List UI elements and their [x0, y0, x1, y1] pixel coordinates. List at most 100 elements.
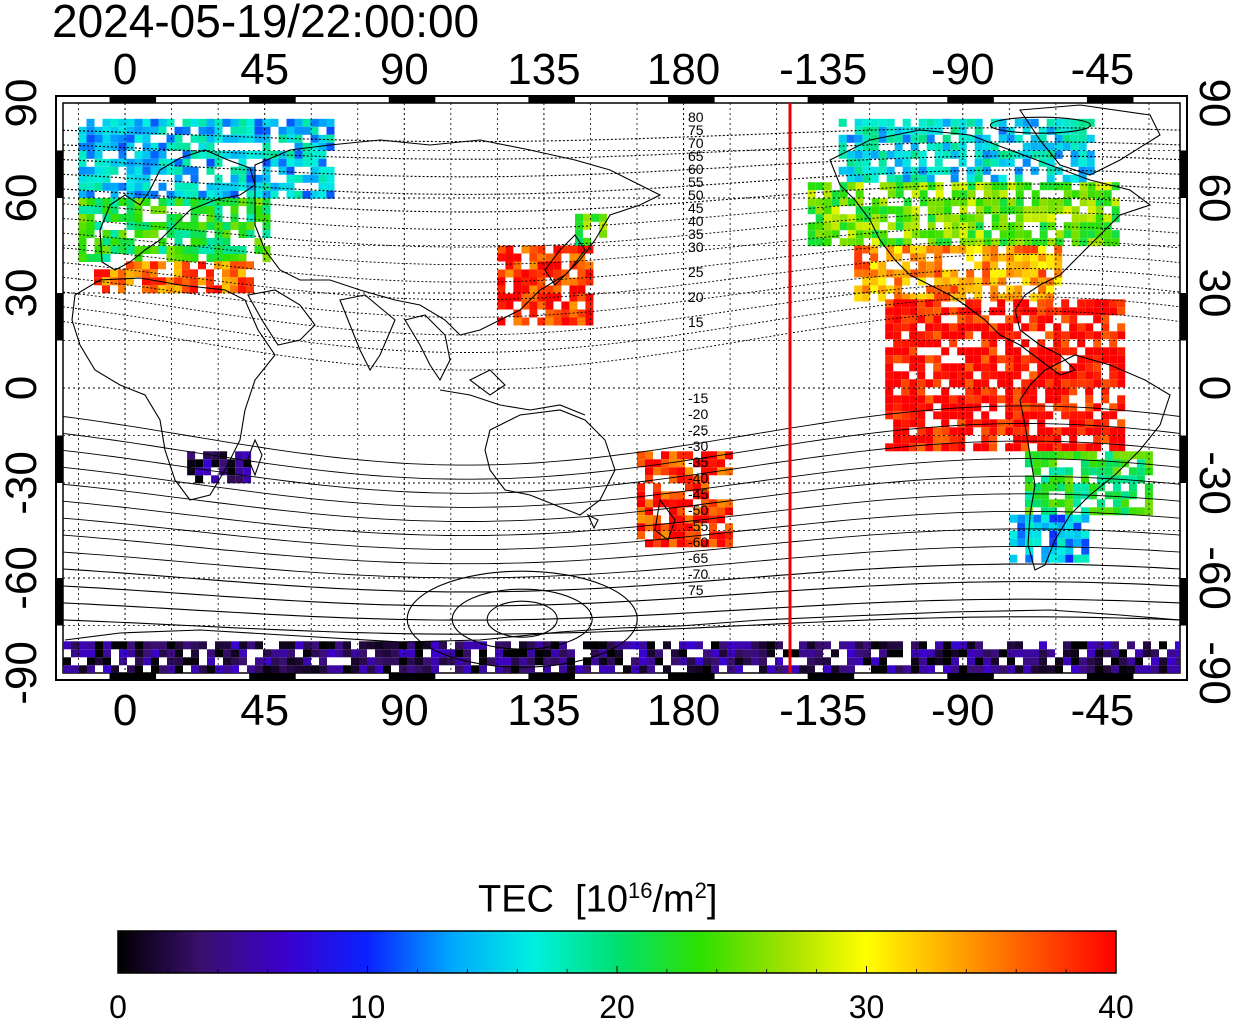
tec-cell [230, 261, 238, 269]
tec-cell [207, 649, 215, 657]
tec-cell [343, 649, 351, 657]
tec-cell [960, 214, 968, 222]
tec-cell [127, 135, 135, 143]
tec-cell [1009, 531, 1017, 539]
tec-cell [391, 649, 399, 657]
tec-cell [854, 254, 862, 262]
tec-cell [271, 665, 279, 673]
tec-cell [295, 175, 303, 183]
tec-cell [223, 238, 231, 246]
tec-cell [559, 649, 567, 657]
tec-cell [127, 649, 135, 657]
tec-cell [1117, 395, 1125, 403]
tec-cell [816, 238, 824, 246]
frame-bar-bottom [808, 673, 855, 680]
tec-cell [455, 665, 463, 673]
colorbar-variable: TEC [478, 879, 554, 921]
tec-cell [263, 143, 271, 151]
tec-cell [888, 206, 896, 214]
tec-cell [981, 347, 989, 355]
tec-cell [925, 323, 933, 331]
tec-cell [885, 307, 893, 315]
tec-cell [95, 167, 103, 175]
tec-cell [391, 657, 399, 665]
tec-cell [303, 665, 311, 673]
tec-cell [175, 127, 183, 135]
tec-cell [1065, 491, 1073, 499]
tec-cell [1073, 499, 1081, 507]
tec-cell [1081, 539, 1089, 547]
tec-cell [880, 182, 888, 190]
bottom-lon-label: 90 [380, 686, 429, 735]
tec-cell [631, 665, 639, 673]
tec-cell [407, 657, 415, 665]
tec-cell [295, 159, 303, 167]
tec-cell [1095, 649, 1103, 657]
tec-cell [239, 183, 247, 191]
tec-cell [976, 222, 984, 230]
tec-cell [1117, 355, 1125, 363]
tec-cell [255, 151, 263, 159]
tec-cell [505, 254, 513, 262]
tec-cell [927, 143, 935, 151]
tec-cell [912, 230, 920, 238]
frame-bar-left [56, 293, 63, 341]
tec-cell [885, 299, 893, 307]
tec-cell [871, 127, 879, 135]
tec-cell [127, 222, 135, 230]
tec-cell [1013, 331, 1021, 339]
tec-cell [143, 657, 151, 665]
tec-cell [271, 649, 279, 657]
tec-cell [87, 649, 95, 657]
tec-cell [191, 222, 199, 230]
tec-cell [894, 278, 902, 286]
tec-cell [1000, 198, 1008, 206]
tec-cell [1113, 491, 1121, 499]
tec-cell [967, 649, 975, 657]
tec-cell [551, 649, 559, 657]
tec-cell [983, 649, 991, 657]
frame-bar-top [947, 96, 994, 103]
tec-cell [319, 641, 327, 649]
tec-cell [903, 119, 911, 127]
tec-cell [519, 657, 527, 665]
tec-cell [669, 475, 677, 483]
tec-cell [920, 190, 928, 198]
tec-cell [1085, 371, 1093, 379]
tec-cell [167, 119, 175, 127]
tec-cell [992, 214, 1000, 222]
tec-cell [871, 119, 879, 127]
tec-cell [637, 499, 645, 507]
tec-cell [981, 323, 989, 331]
tec-cell [1069, 307, 1077, 315]
tec-cell [855, 657, 863, 665]
tec-cell [239, 151, 247, 159]
tec-cell [717, 507, 725, 515]
colorbar-tick-label: 40 [1098, 989, 1134, 1021]
tec-cell [1037, 363, 1045, 371]
tec-cell [935, 119, 943, 127]
tec-cell [1047, 167, 1055, 175]
tec-cell [975, 151, 983, 159]
tec-cell [952, 222, 960, 230]
tec-cell [1000, 230, 1008, 238]
tec-cell [1032, 198, 1040, 206]
tec-cell [823, 641, 831, 649]
tec-cell [1029, 315, 1037, 323]
tec-cell [199, 206, 207, 214]
tec-cell [1032, 238, 1040, 246]
tec-cell [941, 331, 949, 339]
tec-cell [1081, 515, 1089, 523]
tec-cell [615, 657, 623, 665]
tec-cell [239, 127, 247, 135]
tec-cell [957, 323, 965, 331]
tec-cell [206, 277, 214, 285]
tec-cell [1077, 299, 1085, 307]
tec-cell [919, 119, 927, 127]
tec-cell [1038, 246, 1046, 254]
tec-cell [503, 649, 511, 657]
tec-cell [709, 539, 717, 547]
tec-cell [529, 310, 537, 318]
tec-cell [1008, 206, 1016, 214]
tec-cell [359, 641, 367, 649]
